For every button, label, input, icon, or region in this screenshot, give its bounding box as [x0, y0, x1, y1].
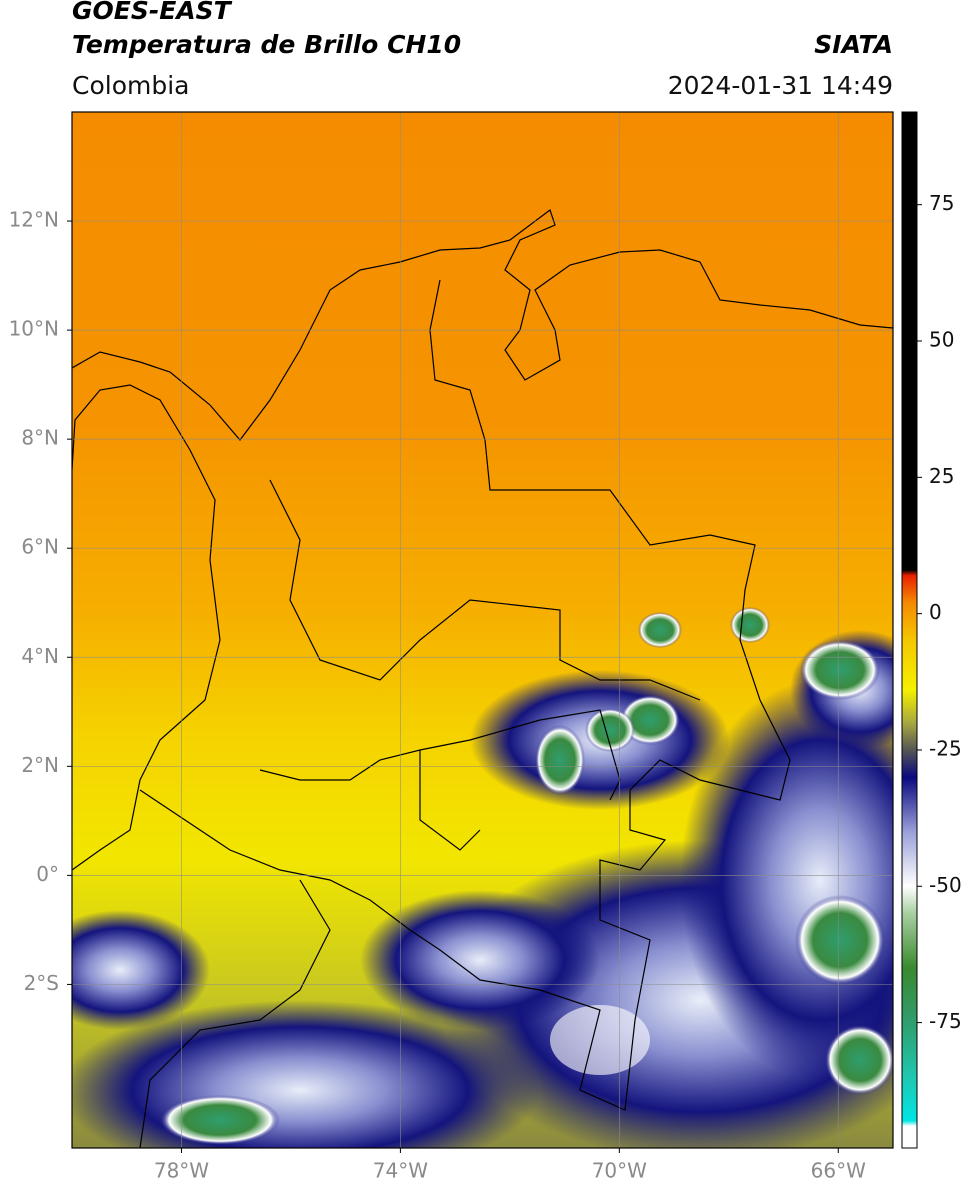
colorbar-tick-label: -75 — [929, 1009, 962, 1033]
graticule — [72, 112, 893, 1148]
region: Colombia — [72, 71, 189, 100]
colorbar-tick-label: -50 — [929, 873, 962, 897]
y-tick-label: 2°N — [21, 753, 59, 777]
y-tick-label: 2°S — [24, 971, 59, 995]
y-tick-label: 4°N — [21, 644, 59, 668]
colorbar-tick-label: 25 — [929, 464, 954, 488]
colorbar-tick-label: 50 — [929, 328, 954, 352]
product: Temperatura de Brillo CH10 — [72, 30, 461, 59]
y-tick-label: 10°N — [9, 317, 59, 341]
colorbar-tick-label: 75 — [929, 191, 954, 215]
colorbar — [901, 111, 918, 1149]
datetime: 2024-01-31 14:49 — [668, 71, 893, 100]
satellite-image — [72, 112, 893, 1148]
x-tick-label: 74°W — [373, 1159, 428, 1183]
colorbar-tick-label: 0 — [929, 600, 942, 624]
x-tick-label: 66°W — [811, 1159, 866, 1183]
x-tick-label: 70°W — [592, 1159, 647, 1183]
borders — [72, 209, 893, 1148]
satellite: GOES-EAST — [72, 0, 233, 25]
colorbar-tick-label: -25 — [929, 736, 962, 760]
source: SIATA — [814, 30, 893, 59]
cloud-cover — [72, 607, 893, 1148]
y-tick-label: 6°N — [21, 535, 59, 559]
y-tick-label: 0° — [36, 862, 59, 886]
x-tick-label: 78°W — [154, 1159, 209, 1183]
y-tick-label: 12°N — [9, 208, 59, 232]
map-frame — [71, 111, 894, 1149]
y-tick-label: 8°N — [21, 426, 59, 450]
